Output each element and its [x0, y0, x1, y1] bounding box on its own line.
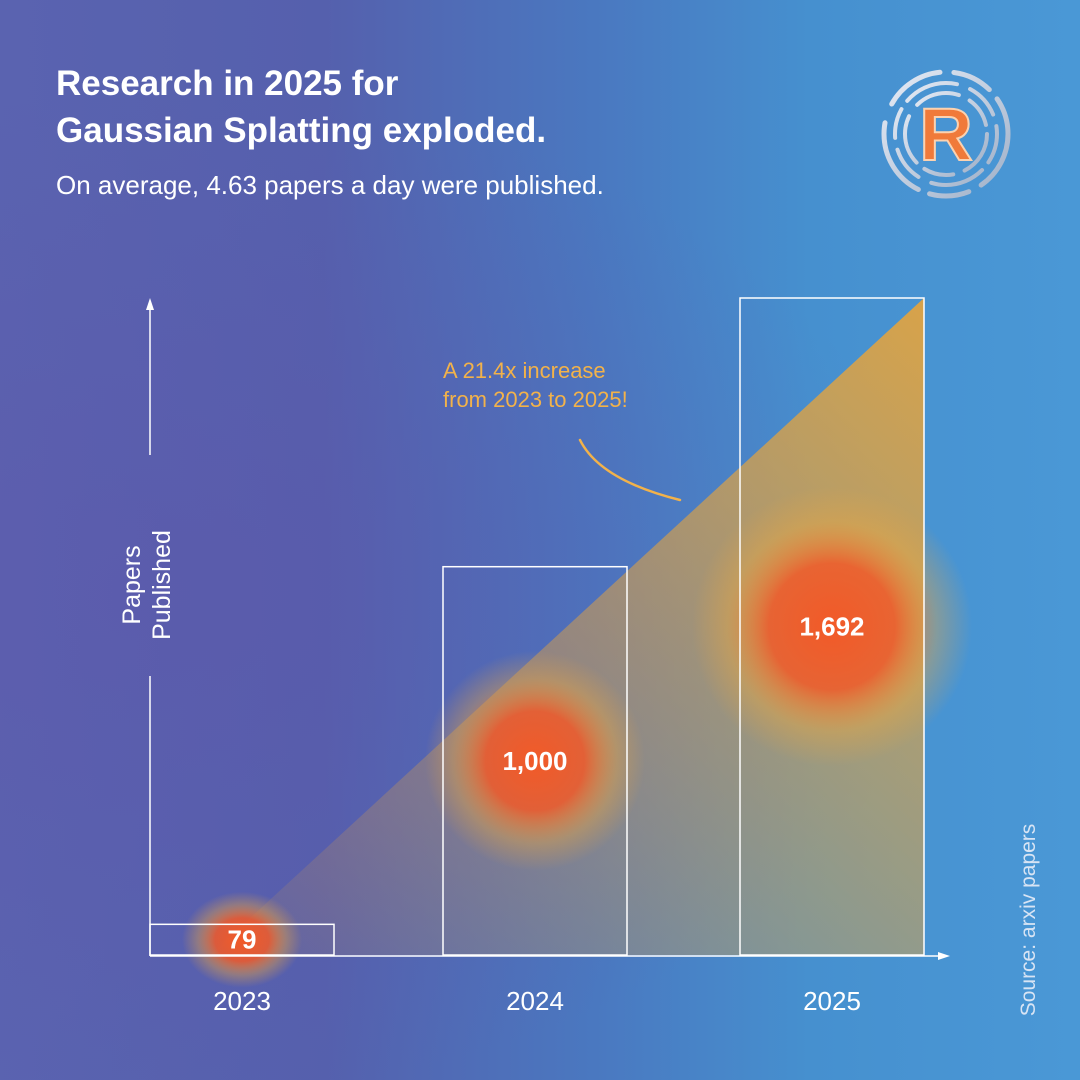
y-axis-label: Papers Published: [118, 530, 176, 640]
svg-text:R: R: [919, 93, 972, 176]
page-title: Research in 2025 for Gaussian Splatting …: [56, 64, 547, 150]
value-glow-2023: [182, 891, 302, 988]
value-glow-2025: [692, 486, 972, 767]
value-label-2024: 1,000: [502, 746, 567, 776]
bar-2024: [442, 565, 628, 956]
r-letter-logo-icon: R: [881, 69, 1011, 199]
page-subtitle: On average, 4.63 papers a day were publi…: [56, 170, 604, 200]
value-glow-2024: [425, 650, 645, 871]
trend-wedge: [210, 298, 924, 955]
y-axis-arrow-icon: [146, 298, 154, 310]
bar-2025: [739, 297, 925, 956]
source-note: Source: arxiv papers: [1017, 823, 1040, 1017]
value-label-2023: 79: [228, 925, 257, 955]
increase-annotation: A 21.4x increase from 2023 to 2025!: [443, 358, 628, 412]
x-tick-label-2023: 2023: [213, 986, 271, 1016]
value-label-2025: 1,692: [799, 612, 864, 642]
x-tick-label-2024: 2024: [506, 986, 564, 1016]
annotation-pointer: [578, 438, 682, 502]
x-axis-arrow-icon: [938, 952, 950, 960]
x-tick-label-2025: 2025: [803, 986, 861, 1016]
